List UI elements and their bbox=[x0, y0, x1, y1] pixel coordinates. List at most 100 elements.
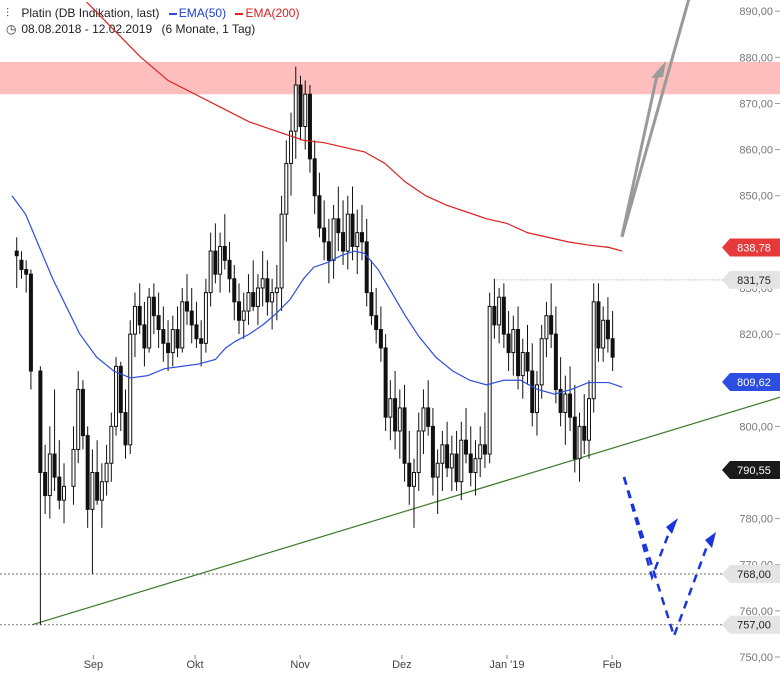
candle-body bbox=[331, 218, 336, 261]
x-tick-label: Dez bbox=[392, 659, 412, 671]
x-tick-label: Jan '19 bbox=[489, 659, 524, 671]
forecast-arrowhead-2 bbox=[705, 532, 716, 548]
price-tag-label: 809,62 bbox=[737, 377, 771, 389]
candle-body bbox=[322, 227, 327, 243]
candle-body bbox=[317, 195, 322, 229]
candle-body bbox=[482, 444, 487, 455]
candle-body bbox=[497, 296, 502, 326]
candle-body bbox=[142, 324, 147, 349]
candle-body bbox=[350, 213, 355, 247]
period-resolution: (6 Monate, 1 Tag) bbox=[161, 22, 256, 36]
candle-body bbox=[28, 273, 33, 372]
candle-body bbox=[222, 245, 227, 261]
candle-body bbox=[478, 444, 483, 460]
price-tag bbox=[722, 372, 780, 391]
candle-body bbox=[180, 301, 185, 349]
candle-body bbox=[170, 329, 175, 354]
y-tick-label: 780,00 bbox=[739, 514, 773, 526]
candle-body bbox=[194, 324, 199, 340]
candle-body bbox=[312, 158, 317, 197]
candle-body bbox=[464, 439, 469, 455]
ema200-label: EMA(200) bbox=[245, 6, 300, 20]
chart-legend: ⫶ Platin (DB Indikation, last) EMA(50) E… bbox=[6, 5, 299, 37]
candle-body bbox=[147, 296, 152, 349]
candle-body bbox=[374, 315, 379, 330]
x-tick-label: Sep bbox=[84, 659, 104, 671]
candle-body bbox=[369, 292, 374, 317]
candle-body bbox=[270, 292, 275, 303]
candle-body bbox=[218, 245, 223, 275]
candle-body bbox=[445, 444, 450, 469]
candle-body bbox=[572, 416, 577, 460]
candle-body bbox=[14, 250, 19, 257]
price-tag-label: 768,00 bbox=[737, 569, 771, 581]
candle-body bbox=[435, 462, 440, 478]
y-tick-label: 760,00 bbox=[739, 606, 773, 618]
legend-row-period: ◷ 08.08.2018 - 12.02.2019 (6 Monate, 1 T… bbox=[6, 21, 299, 37]
candle-body bbox=[591, 301, 596, 400]
candle-body bbox=[80, 388, 85, 437]
candle-body bbox=[440, 444, 445, 464]
candle-body bbox=[492, 305, 497, 326]
ema200-line bbox=[86, 1, 623, 252]
candle-body bbox=[137, 305, 142, 326]
price-tag bbox=[722, 615, 780, 634]
y-tick-label: 750,00 bbox=[739, 652, 773, 664]
y-tick-label: 850,00 bbox=[739, 191, 773, 203]
candle-body bbox=[586, 398, 591, 441]
candle-body bbox=[57, 476, 62, 501]
candle-body bbox=[383, 347, 388, 418]
candle-body bbox=[454, 453, 459, 483]
candle-body bbox=[407, 462, 412, 487]
candle-body bbox=[610, 338, 615, 358]
candle-body bbox=[359, 232, 364, 243]
candle-body bbox=[118, 365, 123, 414]
candle-body bbox=[520, 352, 525, 377]
candle-body bbox=[539, 338, 544, 386]
candle-body bbox=[449, 453, 454, 469]
candle-body bbox=[109, 425, 114, 464]
candle-body bbox=[326, 241, 331, 261]
candle-body bbox=[468, 453, 473, 473]
y-tick-label: 860,00 bbox=[739, 145, 773, 157]
candle-body bbox=[473, 458, 478, 473]
forecast-arrowhead-up bbox=[651, 61, 666, 78]
candle-body bbox=[260, 278, 265, 289]
price-tag-label: 838,78 bbox=[737, 242, 771, 254]
candle-body bbox=[397, 407, 402, 432]
candle-body bbox=[341, 232, 346, 252]
candle-body bbox=[90, 471, 95, 510]
candle-body bbox=[506, 333, 511, 354]
price-tag-label: 790,55 bbox=[737, 465, 771, 477]
candle-body bbox=[596, 301, 601, 349]
ema200-swatch-icon bbox=[235, 12, 244, 15]
price-tag-label: 757,00 bbox=[737, 620, 771, 632]
candle-body bbox=[114, 365, 119, 427]
candle-body bbox=[279, 213, 284, 289]
candle-body bbox=[289, 130, 294, 164]
price-tag bbox=[722, 270, 780, 289]
chart-type-icon: ⫶ bbox=[6, 6, 10, 20]
candle-body bbox=[241, 310, 246, 321]
candle-body bbox=[151, 296, 156, 317]
candle-body bbox=[52, 453, 57, 478]
y-tick-label: 800,00 bbox=[739, 421, 773, 433]
candle-body bbox=[525, 352, 530, 372]
candle-body bbox=[237, 301, 242, 321]
candle-body bbox=[265, 278, 270, 303]
ema50-label: EMA(50) bbox=[178, 6, 227, 20]
candle-body bbox=[213, 250, 218, 275]
candle-body bbox=[577, 425, 582, 460]
candle-body bbox=[189, 310, 194, 326]
candle-body bbox=[553, 333, 558, 390]
candle-body bbox=[38, 370, 43, 473]
price-tag bbox=[722, 564, 780, 583]
candle-body bbox=[208, 250, 213, 294]
candle-body bbox=[232, 278, 237, 303]
candle-body bbox=[47, 453, 52, 497]
legend-row-title: ⫶ Platin (DB Indikation, last) EMA(50) E… bbox=[6, 5, 299, 21]
candle-body bbox=[255, 287, 260, 307]
candle-body bbox=[388, 398, 393, 418]
candle-body bbox=[430, 425, 435, 478]
